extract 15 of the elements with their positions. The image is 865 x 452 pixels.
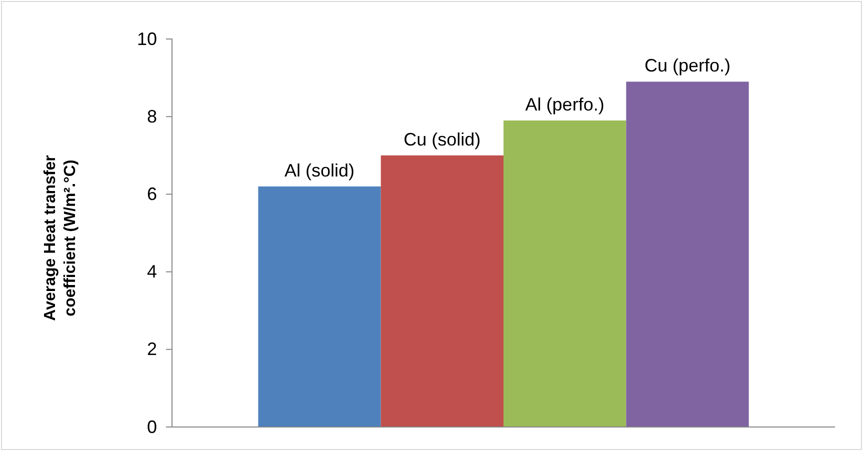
series-label: Cu (solid)	[404, 129, 481, 150]
y-tick-label: 10	[136, 28, 157, 49]
y-tick-label: 6	[146, 184, 157, 204]
bar	[626, 82, 749, 427]
y-tick-label: 2	[146, 339, 157, 360]
y-axis-title: Average Heat transfer coefficient (W/m².°C)	[42, 155, 79, 321]
y-tick-label: 8	[146, 106, 157, 126]
bar	[504, 120, 626, 427]
series-label: Al (solid)	[284, 160, 355, 180]
series-label: Cu (perfo.)	[644, 56, 730, 76]
series-label: Al (perfo.)	[525, 94, 604, 114]
y-tick-label: 4	[146, 262, 157, 282]
bar	[380, 155, 504, 427]
bar	[258, 186, 381, 427]
y-tick-label: 0	[146, 416, 157, 437]
